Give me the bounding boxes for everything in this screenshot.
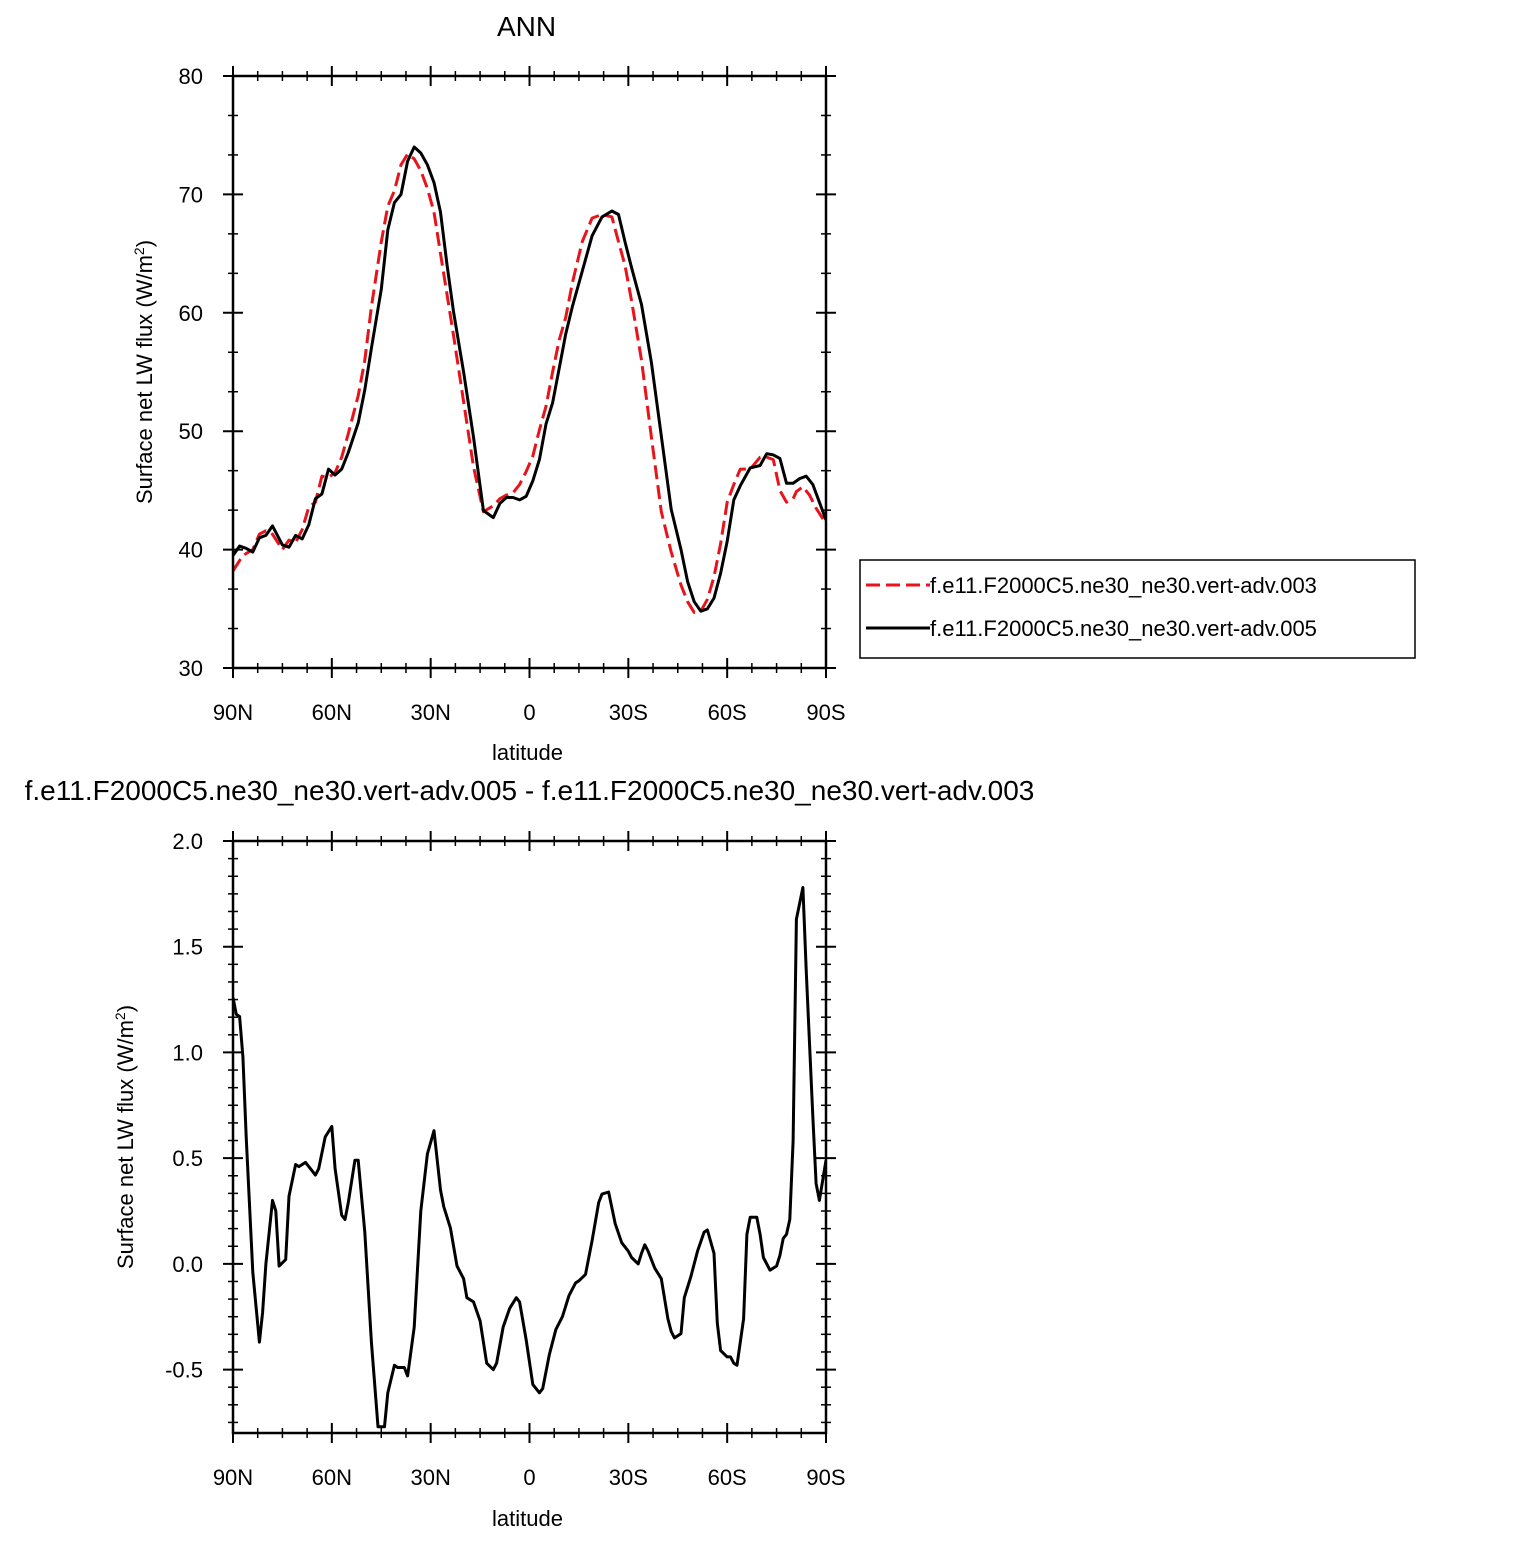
y-tick-label: -0.5 — [165, 1358, 203, 1383]
legend-label-0: f.e11.F2000C5.ne30_ne30.vert-adv.003 — [930, 573, 1317, 598]
x-tick-label: 60S — [708, 700, 747, 725]
x-axis-label: latitude — [492, 1506, 563, 1531]
y-tick-label: 80 — [179, 64, 203, 89]
x-tick-label: 30N — [410, 700, 450, 725]
y-tick-label: 0.5 — [172, 1146, 203, 1171]
series-line-0 — [233, 886, 826, 1429]
series-line-0 — [233, 152, 826, 614]
y-tick-label: 70 — [179, 182, 203, 207]
x-tick-label: 30S — [609, 1465, 648, 1490]
y-tick-label: 30 — [179, 656, 203, 681]
series-line-1 — [233, 145, 826, 613]
plot-title: f.e11.F2000C5.ne30_ne30.vert-adv.005 - f… — [25, 775, 1035, 806]
x-tick-label: 0 — [523, 1465, 535, 1490]
plot-frame — [231, 839, 828, 1435]
x-tick-label: 60N — [312, 700, 352, 725]
x-tick-label: 60S — [708, 1465, 747, 1490]
legend-label-1: f.e11.F2000C5.ne30_ne30.vert-adv.005 — [930, 616, 1317, 641]
x-tick-label: 30N — [410, 1465, 450, 1490]
plot-title: ANN — [497, 11, 556, 42]
y-tick-label: 2.0 — [172, 829, 203, 854]
x-axis-label: latitude — [492, 740, 563, 765]
y-tick-label: 0.0 — [172, 1252, 203, 1277]
y-tick-label: 60 — [179, 301, 203, 326]
x-tick-label: 90N — [213, 700, 253, 725]
x-tick-label: 60N — [312, 1465, 352, 1490]
x-tick-label: 0 — [523, 700, 535, 725]
legend: f.e11.F2000C5.ne30_ne30.vert-adv.003 f.e1… — [859, 559, 1416, 659]
y-tick-label: 40 — [179, 538, 203, 563]
y-axis-label: Surface net LW flux (W/m2) — [131, 240, 157, 504]
y-axis-label: Surface net LW flux (W/m2) — [112, 1005, 138, 1269]
top-panel: ANN 30 40 50 60 70 80 90N 60N 30N 0 30S 60S 90S latitu… — [131, 11, 1416, 765]
y-tick-label: 1.5 — [172, 935, 203, 960]
x-tick-label: 90S — [806, 700, 845, 725]
y-tick-label: 1.0 — [172, 1040, 203, 1065]
y-tick-label: 50 — [179, 419, 203, 444]
plot-frame — [231, 74, 828, 670]
legend-box — [859, 559, 1416, 659]
bottom-panel: f.e11.F2000C5.ne30_ne30.vert-adv.005 - f… — [25, 775, 1035, 1531]
x-tick-label: 90S — [806, 1465, 845, 1490]
x-tick-label: 30S — [609, 700, 648, 725]
x-tick-label: 90N — [213, 1465, 253, 1490]
